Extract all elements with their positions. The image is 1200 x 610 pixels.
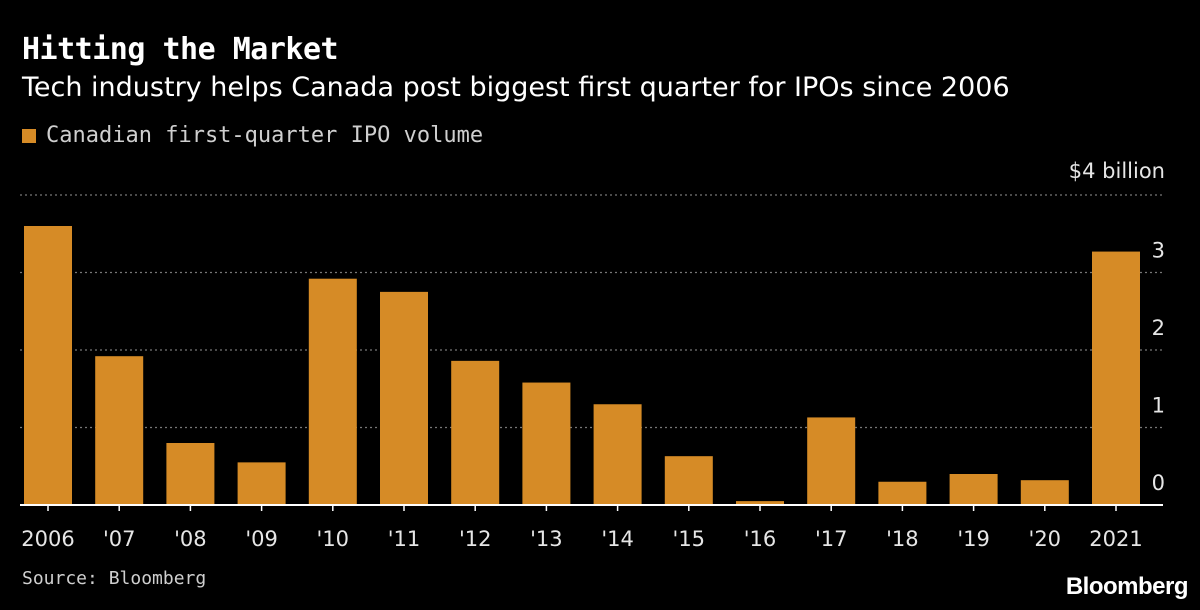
chart-subtitle: Tech industry helps Canada post biggest … [22,72,1010,103]
bar [237,462,286,505]
x-tick-label: '17 [815,527,848,551]
bar [451,360,500,505]
x-tick-label: '15 [673,527,706,551]
y-tick-label: 2 [1152,316,1165,340]
bar [380,291,428,505]
bar [166,443,215,505]
y-tick-label: 3 [1152,239,1165,263]
x-tick-label: '14 [601,527,634,551]
x-tick-label: 2021 [1089,527,1142,551]
x-tick-label: '13 [530,527,563,551]
x-tick-label: '19 [957,527,990,551]
y-tick-label: 0 [1152,471,1165,495]
x-tick-label: '10 [317,527,350,551]
x-tick-label: '18 [886,527,919,551]
bar [308,278,357,505]
bar [593,404,642,505]
x-tick-label: '07 [103,527,136,551]
x-tick-label: '11 [388,527,421,551]
bar [878,481,927,505]
legend-label: Canadian first-quarter IPO volume [46,123,484,148]
bar [24,226,72,505]
legend-swatch [22,128,36,143]
x-tick-label: '08 [174,527,207,551]
gridlines [20,194,1163,429]
bar [807,417,856,505]
x-tick-label: '16 [744,527,777,551]
source-note: Source: Bloomberg [22,568,207,589]
bar [949,474,998,505]
bar [664,456,713,505]
x-tick-label: '20 [1029,527,1062,551]
bar [1020,480,1069,505]
tick-labels: 2006 '07 '08 '09 '10 '11 '12 '13 '14 '15 '16 '17 '18… [21,159,1165,551]
y-tick-label: 1 [1152,394,1165,418]
bar [522,382,571,505]
bar [95,356,144,505]
bar [1092,251,1140,505]
bloomberg-logo: Bloomberg [1065,573,1189,600]
x-tick-label: 2006 [21,527,74,551]
bars [24,226,1140,505]
x-tick-label: '09 [245,527,278,551]
y-axis-unit-label: $4 billion [1069,159,1165,183]
axes [20,504,1163,511]
legend: Canadian first-quarter IPO volume [22,123,483,148]
x-tick-label: '12 [459,527,492,551]
chart-title: Hitting the Market [22,32,339,67]
bar [736,501,784,505]
